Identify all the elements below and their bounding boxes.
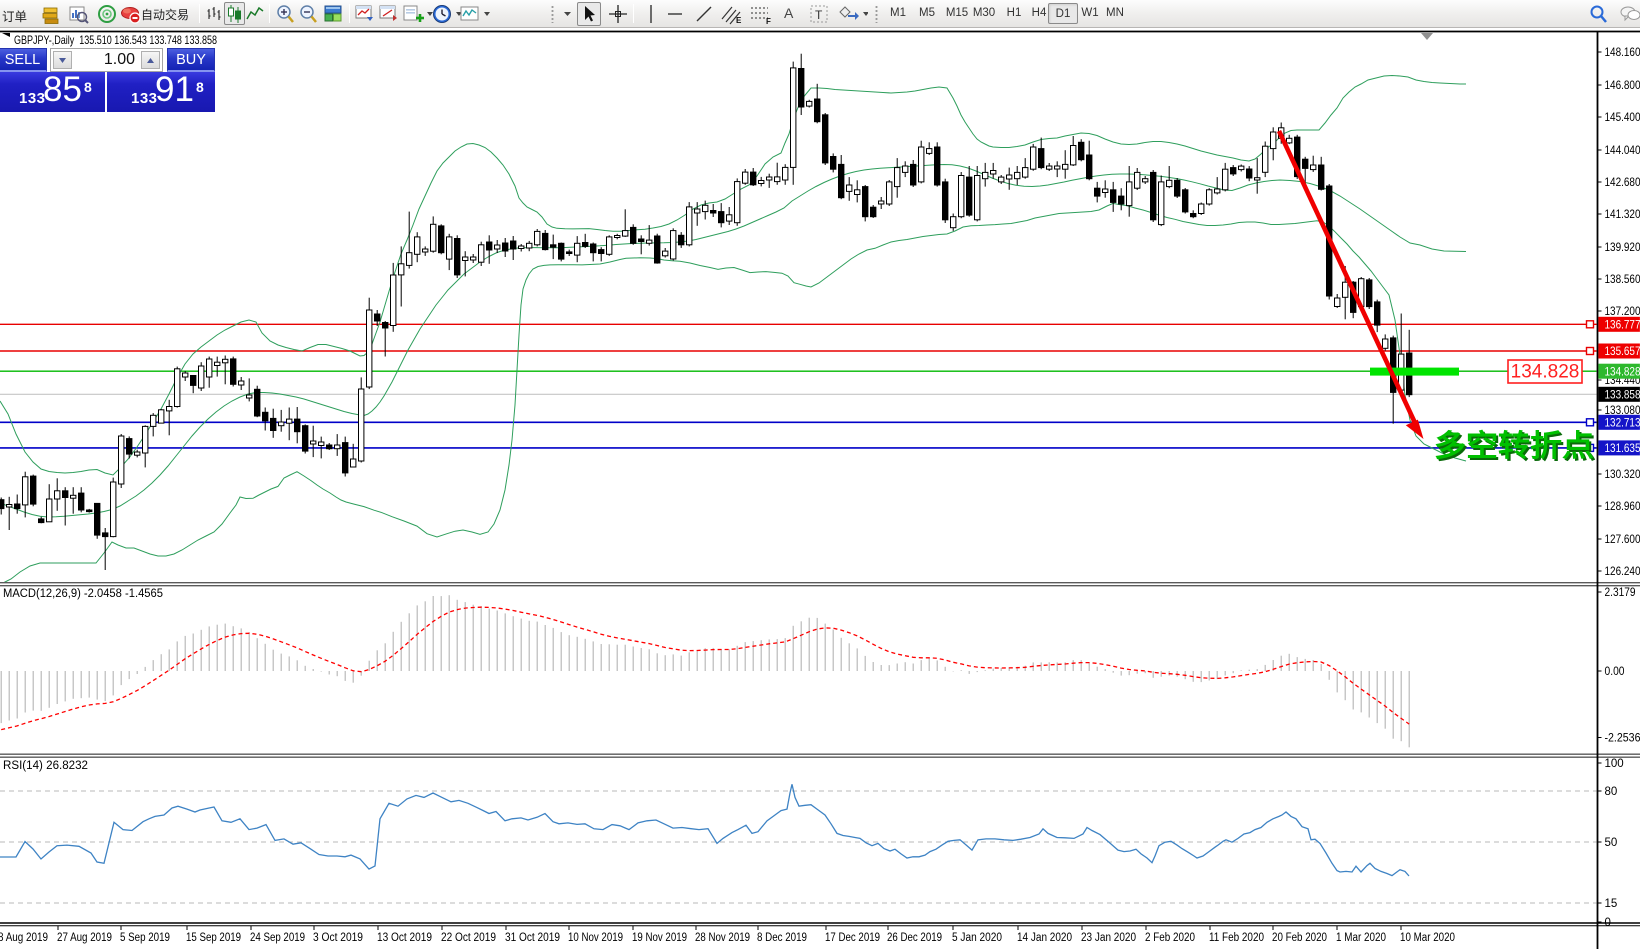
svg-text:-2.2536: -2.2536 (1605, 733, 1640, 745)
svg-text:23 Jan 2020: 23 Jan 2020 (1081, 932, 1136, 944)
svg-text:145.400: 145.400 (1605, 112, 1640, 124)
svg-text:50: 50 (1605, 837, 1618, 849)
svg-text:0.00: 0.00 (1605, 666, 1625, 678)
svg-text:2.3179: 2.3179 (1605, 587, 1636, 599)
svg-text:5 Jan 2020: 5 Jan 2020 (952, 932, 1002, 944)
svg-text:26 Dec 2019: 26 Dec 2019 (887, 932, 942, 944)
svg-text:10 Mar 2020: 10 Mar 2020 (1400, 932, 1455, 944)
svg-text:136.777: 136.777 (1605, 320, 1640, 332)
svg-text:138.560: 138.560 (1605, 274, 1640, 286)
svg-text:1 Mar 2020: 1 Mar 2020 (1336, 932, 1386, 944)
svg-text:27 Aug 2019: 27 Aug 2019 (57, 932, 112, 944)
svg-text:142.680: 142.680 (1605, 177, 1640, 189)
svg-text:20 Feb 2020: 20 Feb 2020 (1272, 932, 1327, 944)
svg-text:15: 15 (1605, 898, 1618, 910)
svg-text:135.657: 135.657 (1605, 346, 1640, 358)
svg-text:130.320: 130.320 (1605, 469, 1640, 481)
svg-text:24 Sep 2019: 24 Sep 2019 (250, 932, 305, 944)
svg-text:15 Sep 2019: 15 Sep 2019 (186, 932, 241, 944)
svg-text:0: 0 (1605, 917, 1611, 929)
svg-text:126.240: 126.240 (1605, 566, 1640, 578)
svg-text:GBPJPY-,Daily 135.510 136.543: GBPJPY-,Daily 135.510 136.543 133.748 13… (14, 33, 217, 47)
svg-text:F: F (766, 17, 771, 25)
svg-text:139.920: 139.920 (1605, 242, 1640, 254)
svg-text:8 Aug 2019: 8 Aug 2019 (0, 932, 48, 944)
svg-text:148.160: 148.160 (1605, 47, 1640, 59)
svg-text:31 Oct 2019: 31 Oct 2019 (505, 932, 560, 944)
svg-text:14 Jan 2020: 14 Jan 2020 (1017, 932, 1072, 944)
svg-text:MACD(12,26,9) -2.0458 -1.4565: MACD(12,26,9) -2.0458 -1.4565 (3, 588, 163, 600)
svg-text:134.828: 134.828 (1605, 366, 1640, 378)
svg-text:17 Dec 2019: 17 Dec 2019 (825, 932, 880, 944)
svg-text:127.600: 127.600 (1605, 534, 1640, 546)
svg-text:134.828: 134.828 (1511, 362, 1580, 383)
svg-text:3 Oct 2019: 3 Oct 2019 (313, 932, 363, 944)
svg-text:146.800: 146.800 (1605, 80, 1640, 92)
svg-text:多空转折点: 多空转折点 (1434, 430, 1594, 463)
svg-text:128.960: 128.960 (1605, 501, 1640, 513)
svg-text:100: 100 (1605, 758, 1624, 770)
svg-text:E: E (736, 16, 742, 25)
svg-text:80: 80 (1605, 786, 1618, 798)
svg-text:5 Sep 2019: 5 Sep 2019 (120, 932, 170, 944)
svg-text:144.040: 144.040 (1605, 145, 1640, 157)
svg-text:2 Feb 2020: 2 Feb 2020 (1145, 932, 1195, 944)
svg-text:11 Feb 2020: 11 Feb 2020 (1209, 932, 1264, 944)
svg-text:19 Nov 2019: 19 Nov 2019 (632, 932, 687, 944)
svg-text:133.858: 133.858 (1605, 390, 1640, 402)
svg-text:28 Nov 2019: 28 Nov 2019 (695, 932, 750, 944)
svg-text:多空转折点: 多空转折点 (1436, 432, 1596, 465)
svg-text:137.200: 137.200 (1605, 306, 1640, 318)
svg-text:8 Dec 2019: 8 Dec 2019 (757, 932, 807, 944)
svg-text:133.080: 133.080 (1605, 405, 1640, 417)
svg-text:141.320: 141.320 (1605, 209, 1640, 221)
svg-text:131.635: 131.635 (1605, 443, 1640, 455)
svg-text:13 Oct 2019: 13 Oct 2019 (377, 932, 432, 944)
svg-text:22 Oct 2019: 22 Oct 2019 (441, 932, 496, 944)
svg-text:T: T (815, 8, 823, 22)
svg-text:RSI(14) 26.8232: RSI(14) 26.8232 (3, 760, 88, 772)
svg-text:132.713: 132.713 (1605, 418, 1640, 430)
svg-text:10 Nov 2019: 10 Nov 2019 (568, 932, 623, 944)
